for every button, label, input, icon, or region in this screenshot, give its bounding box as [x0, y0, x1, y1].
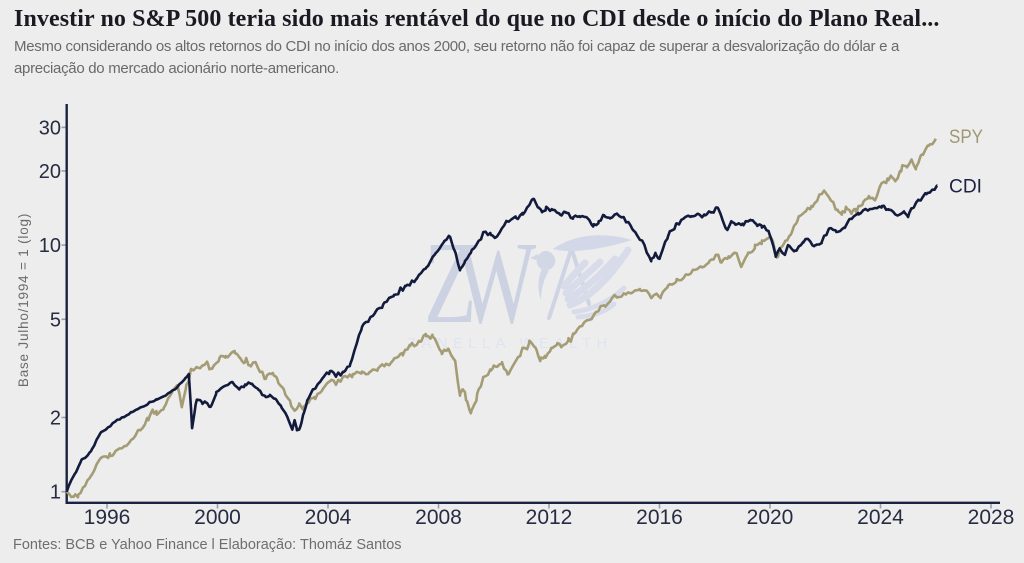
svg-text:20: 20 — [39, 161, 61, 183]
svg-text:SPY: SPY — [949, 126, 983, 148]
svg-text:1996: 1996 — [84, 506, 131, 529]
svg-text:2: 2 — [50, 408, 61, 430]
svg-text:2012: 2012 — [526, 506, 573, 529]
svg-text:1: 1 — [50, 482, 61, 504]
svg-text:CDI: CDI — [949, 176, 982, 198]
svg-text:2008: 2008 — [415, 506, 462, 529]
svg-text:30: 30 — [39, 117, 61, 139]
svg-text:2016: 2016 — [636, 506, 683, 529]
svg-text:2028: 2028 — [968, 506, 1015, 529]
svg-text:Base Julho/1994 = 1 (log): Base Julho/1994 = 1 (log) — [16, 213, 31, 387]
svg-text:W: W — [456, 218, 536, 349]
svg-text:10: 10 — [39, 235, 61, 257]
svg-text:5: 5 — [50, 309, 61, 331]
svg-text:2020: 2020 — [747, 506, 794, 529]
svg-text:ZANELLA WEALTH: ZANELLA WEALTH — [407, 335, 613, 352]
svg-text:2000: 2000 — [194, 506, 241, 529]
svg-text:2004: 2004 — [305, 506, 352, 529]
svg-text:2024: 2024 — [857, 506, 904, 529]
